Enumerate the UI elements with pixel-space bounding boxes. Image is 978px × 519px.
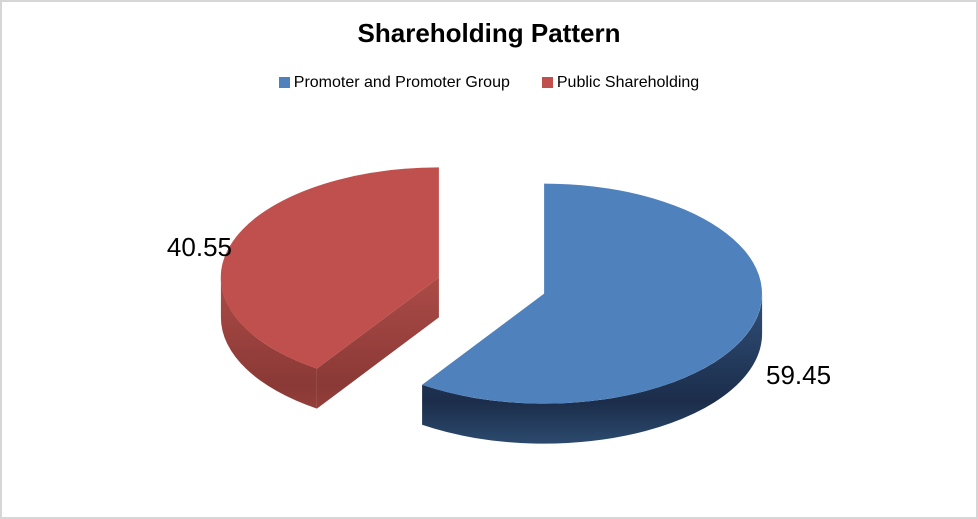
- pie-slice-1-side: [220, 277, 317, 409]
- legend-label-promoter: Promoter and Promoter Group: [293, 74, 510, 91]
- pie-slice-0: [422, 183, 763, 444]
- pie-slice-0-top: [422, 183, 762, 404]
- pie-slice-1-top: [220, 167, 439, 369]
- pie-slice-0-side: [422, 293, 763, 444]
- data-label-promoter: 59.45: [766, 360, 832, 390]
- chart-title: Shareholding Pattern: [357, 18, 621, 48]
- data-label-public: 40.55: [166, 232, 232, 262]
- legend-swatch-public: [541, 77, 553, 89]
- legend: Promoter and Promoter Group Public Share…: [2, 74, 976, 92]
- legend-item-promoter: Promoter and Promoter Group: [278, 74, 510, 92]
- legend-item-public: Public Shareholding: [541, 74, 700, 92]
- legend-label-public: Public Shareholding: [556, 74, 700, 91]
- legend-swatch-promoter: [278, 77, 290, 89]
- pie-slice-1: [220, 167, 439, 409]
- pie-slice-1-cut: [316, 277, 439, 409]
